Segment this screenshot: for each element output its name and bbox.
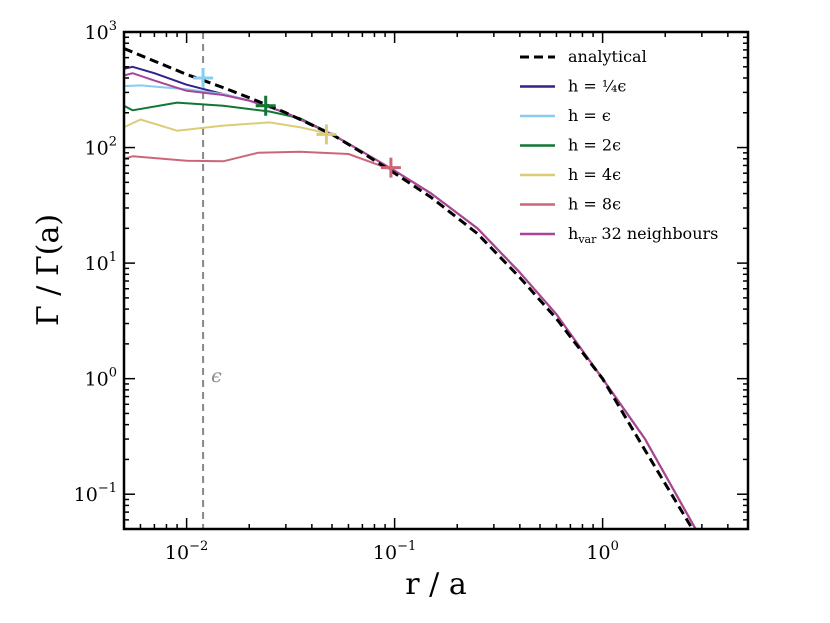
series-line-analytical (124, 47, 695, 529)
legend-item-h-2eps: h = 2ϵ (520, 136, 621, 155)
legend-label: hvar 32 neighbours (568, 224, 718, 246)
epsilon-label: ϵ (211, 365, 222, 387)
legend-label: h = ϵ (568, 106, 611, 125)
marker-h-quarter-eps (193, 67, 214, 88)
x-tick-label: 100 (586, 539, 618, 564)
legend-label: h = 8ϵ (568, 195, 621, 214)
legend: analytical h = ¼ϵ h = ϵ h = 2ϵ h = 4ϵ h = 8ϵ h… (520, 47, 718, 246)
legend-item-h-var: hvar 32 neighbours (520, 224, 718, 246)
plot-area: ϵ (122, 30, 750, 531)
legend-item-h-quarter-eps: h = ¼ϵ (520, 77, 626, 96)
y-tick-label: 103 (85, 19, 117, 44)
y-tick-label: 102 (85, 135, 117, 160)
legend-label: h = ¼ϵ (568, 77, 626, 96)
marker-h-8eps (380, 157, 401, 178)
y-tick-label: 101 (85, 250, 117, 275)
marker-h-4eps (316, 124, 337, 145)
marker-h-2eps (255, 95, 276, 116)
legend-label: h = 2ϵ (568, 136, 621, 155)
legend-item-h-eps: h = ϵ (520, 106, 611, 125)
legend-item-analytical: analytical (520, 47, 647, 66)
legend-label: h = 4ϵ (568, 165, 621, 184)
axis-ticks (123, 31, 749, 530)
y-tick-label: 10−1 (74, 481, 117, 506)
x-tick-labels: 10−2 10−1 100 (165, 539, 619, 564)
x-tick-label: 10−2 (165, 539, 208, 564)
x-axis-label: r / a (405, 567, 467, 602)
y-tick-labels: 10−1 100 101 102 103 (74, 19, 117, 506)
legend-item-h-8eps: h = 8ϵ (520, 195, 621, 214)
legend-item-h-4eps: h = 4ϵ (520, 165, 621, 184)
legend-label: analytical (568, 47, 647, 66)
y-tick-label: 100 (85, 366, 117, 391)
x-tick-label: 10−1 (373, 539, 416, 564)
y-axis-label: Γ / Γ(a) (31, 214, 66, 326)
